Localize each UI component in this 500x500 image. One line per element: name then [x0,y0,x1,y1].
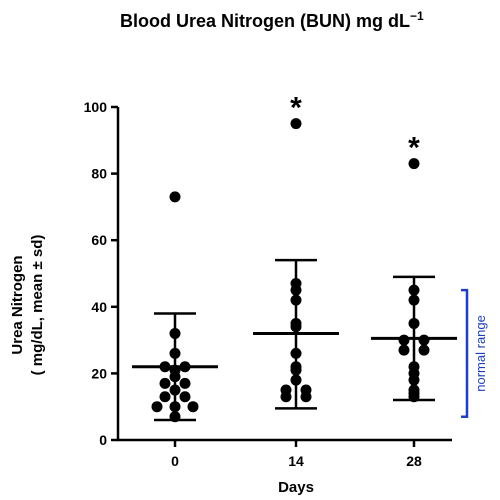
data-point [418,344,430,356]
chart-title: Blood Urea Nitrogen (BUN) mg dL−1 [120,9,424,31]
y-tick-label: 40 [91,299,107,315]
plot-marks: 0 20 40 60 80 100 0 14 28 * * normal range [84,92,488,469]
data-point [290,118,302,130]
data-point [408,158,420,170]
data-point [280,384,292,396]
y-axis-label-line1: Urea Nitrogen [9,255,26,354]
y-axis-title: Urea Nitrogen ( mg/dL, mean ± sd) [9,235,46,376]
y-tick-label: 100 [84,99,108,115]
significance-marker: * [290,92,302,125]
x-tick-label: 14 [288,453,304,469]
x-tick-label: 0 [171,453,179,469]
data-point [418,334,430,346]
data-point [159,377,171,389]
significance-marker: * [408,132,420,165]
data-point [187,401,199,413]
data-point [300,384,312,396]
data-point [159,391,171,403]
data-point [179,391,191,403]
y-tick-label: 0 [99,432,107,448]
normal-range-label: normal range [473,315,488,392]
x-tick-label: 28 [406,453,422,469]
data-point [398,344,410,356]
data-point [151,401,163,413]
y-tick-label: 20 [91,365,107,381]
data-point [179,377,191,389]
data-point [169,191,181,203]
normal-range-bracket [461,288,469,418]
y-tick-label: 80 [91,166,107,182]
y-axis-label-line2: ( mg/dL, mean ± sd) [29,235,46,376]
x-axis-label: Days [278,479,314,496]
y-tick-label: 60 [91,232,107,248]
data-point [398,334,410,346]
